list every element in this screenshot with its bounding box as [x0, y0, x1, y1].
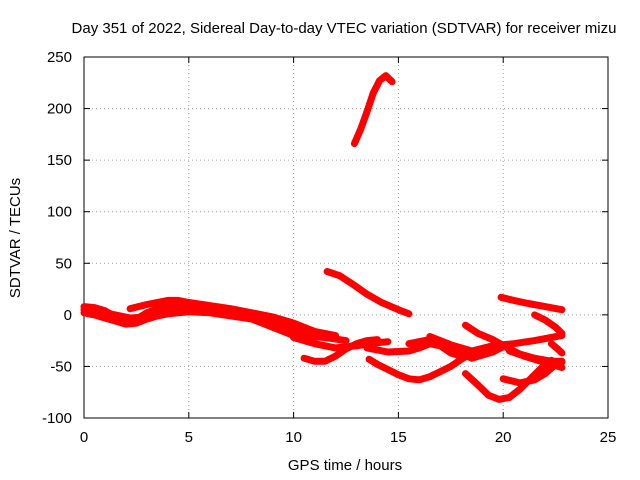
series-group: [80, 72, 566, 403]
series-line-sat-f: [290, 334, 392, 352]
x-tick-label: 5: [185, 429, 193, 446]
series-line-sat-r: [506, 347, 566, 371]
y-tick-label: -50: [50, 358, 72, 375]
y-tick-label: -100: [42, 410, 72, 427]
y-tick-label: 200: [47, 101, 72, 118]
x-tick-label: 10: [285, 429, 302, 446]
x-tick-label: 15: [390, 429, 407, 446]
x-tick-label: 0: [80, 429, 88, 446]
grid-lines: [84, 57, 608, 418]
series-line-sat-s: [547, 340, 566, 357]
series-line-sat-p: [497, 293, 566, 314]
series-line-sat-h: [323, 268, 413, 318]
y-tick-label: 250: [47, 49, 72, 66]
series-line-sat-g: [350, 72, 396, 148]
y-tick-label: 100: [47, 204, 72, 221]
series-line-sat-l: [426, 332, 566, 355]
chart-title: Day 351 of 2022, Sidereal Day-to-day VTE…: [72, 20, 617, 37]
series-line-sat-q: [531, 311, 566, 337]
axis-ticks: 0 5 10 15 20 25 -100 -50 0 50 100 150 200 250: [42, 49, 616, 446]
y-axis-label: SDTVAR / TECUs: [7, 178, 24, 298]
y-tick-label: 50: [55, 255, 72, 272]
series-line-sat-d: [80, 306, 308, 337]
series-line-sat-k: [405, 336, 507, 362]
series-line-sat-m: [462, 356, 555, 403]
series-line-sat-c: [126, 296, 339, 339]
x-axis-label: GPS time / hours: [288, 457, 402, 474]
x-tick-label: 20: [495, 429, 512, 446]
y-tick-label: 0: [64, 307, 72, 324]
plot-frame: [83, 56, 609, 419]
y-tick-label: 150: [47, 152, 72, 169]
x-tick-label: 25: [600, 429, 617, 446]
